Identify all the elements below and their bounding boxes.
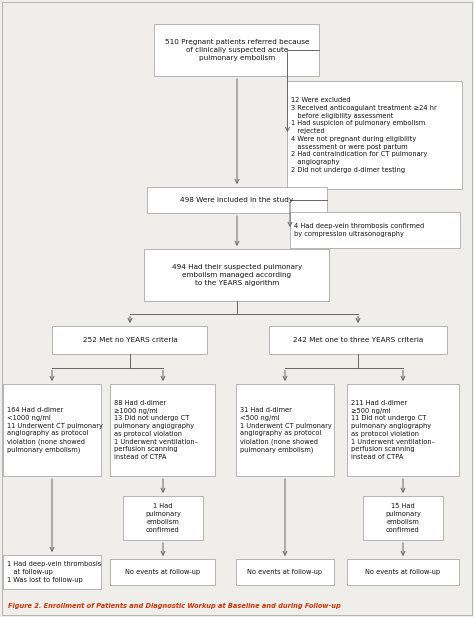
Text: No events at follow-up: No events at follow-up	[247, 569, 323, 575]
Bar	[110, 384, 216, 476]
Text: 15 Had
pulmonary
embolism
confirmed: 15 Had pulmonary embolism confirmed	[385, 503, 421, 532]
Text: 1 Had deep-vein thrombosis
   at follow-up
1 Was lost to follow-up: 1 Had deep-vein thrombosis at follow-up …	[7, 561, 101, 582]
Bar	[110, 559, 216, 585]
Bar	[288, 81, 463, 189]
Text: No events at follow-up: No events at follow-up	[365, 569, 440, 575]
Bar	[155, 24, 319, 76]
Text: 88 Had d-dimer
≥1000 ng/ml
13 Did not undergo CT
pulmonary angiography
as protoc: 88 Had d-dimer ≥1000 ng/ml 13 Did not un…	[115, 400, 199, 460]
Text: 252 Met no YEARS criteria: 252 Met no YEARS criteria	[82, 337, 177, 343]
Bar	[3, 384, 101, 476]
Bar	[236, 559, 334, 585]
Bar	[363, 496, 443, 540]
Text: Figure 2. Enrollment of Patients and Diagnostic Workup at Baseline and during Fo: Figure 2. Enrollment of Patients and Dia…	[8, 603, 341, 609]
Text: 12 Were excluded
3 Received anticoagulant treatment ≥24 hr
   before eligibility: 12 Were excluded 3 Received anticoagulan…	[292, 97, 437, 173]
Text: 211 Had d-dimer
≥500 ng/ml
11 Did not undergo CT
pulmonary angiography
as protoc: 211 Had d-dimer ≥500 ng/ml 11 Did not un…	[351, 400, 435, 460]
Bar	[236, 384, 334, 476]
Text: 1 Had
pulmonary
embolism
confirmed: 1 Had pulmonary embolism confirmed	[145, 503, 181, 532]
Bar	[147, 187, 327, 213]
Text: 494 Had their suspected pulmonary
embolism managed according
to the YEARS algori: 494 Had their suspected pulmonary emboli…	[172, 264, 302, 286]
Bar	[347, 559, 459, 585]
Text: 4 Had deep-vein thrombosis confirmed
by compression ultrasonography: 4 Had deep-vein thrombosis confirmed by …	[294, 223, 424, 237]
Text: 31 Had d-dimer
<500 ng/ml
1 Underwent CT pulmonary
angiography as protocol
viola: 31 Had d-dimer <500 ng/ml 1 Underwent CT…	[240, 407, 332, 453]
Text: 510 Pregnant patients referred because
of clinically suspected acute
pulmonary e: 510 Pregnant patients referred because o…	[165, 39, 309, 60]
Bar	[347, 384, 459, 476]
Text: 498 Were included in the study: 498 Were included in the study	[181, 197, 293, 203]
Bar	[123, 496, 203, 540]
Bar	[269, 326, 447, 354]
Text: No events at follow-up: No events at follow-up	[126, 569, 201, 575]
Bar	[145, 249, 329, 301]
Text: 242 Met one to three YEARS criteria: 242 Met one to three YEARS criteria	[293, 337, 423, 343]
Bar	[3, 555, 101, 589]
Text: 164 Had d-dimer
<1000 ng/ml
11 Underwent CT pulmonary
angiography as protocol
vi: 164 Had d-dimer <1000 ng/ml 11 Underwent…	[7, 407, 103, 453]
Bar	[290, 212, 460, 248]
Bar	[53, 326, 208, 354]
